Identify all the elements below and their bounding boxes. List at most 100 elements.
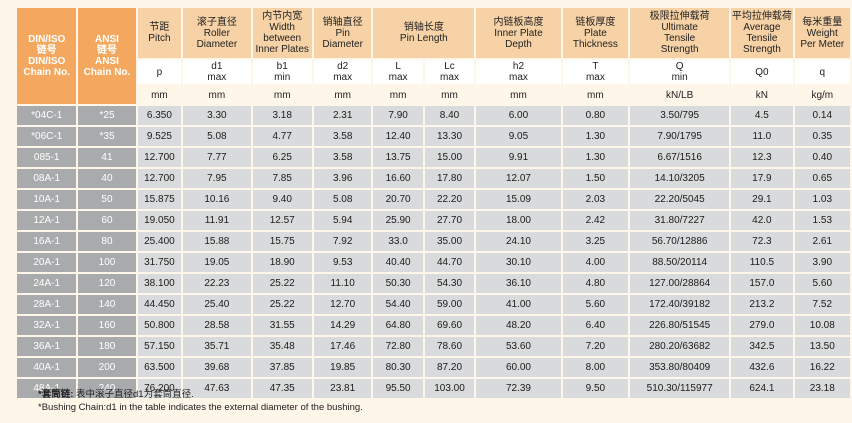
value-cell: 19.050 <box>137 211 182 230</box>
value-cell: 7.90 <box>373 106 423 125</box>
value-cell: 13.50 <box>794 337 850 356</box>
value-cell: 25.22 <box>252 295 312 314</box>
value-cell: 4.80 <box>562 274 629 293</box>
value-cell: 35.00 <box>424 232 475 251</box>
value-cell: 42.0 <box>731 211 793 230</box>
value-cell: 15.09 <box>476 190 561 209</box>
chain-no-cell: 40 <box>78 169 136 188</box>
symbol-cell: T max <box>562 60 629 84</box>
symbol-cell: b1 min <box>252 60 312 84</box>
value-cell: 10.08 <box>794 316 850 335</box>
chain-no-cell: 32A-1 <box>17 316 77 335</box>
value-cell: 25.40 <box>183 295 251 314</box>
value-cell: 22.20 <box>424 190 475 209</box>
value-cell: 1.53 <box>794 211 850 230</box>
value-cell: 25.400 <box>137 232 182 251</box>
value-cell: 172.40/39182 <box>630 295 730 314</box>
value-cell: 7.52 <box>794 295 850 314</box>
value-cell: 7.95 <box>183 169 251 188</box>
symbol-cell: d2 max <box>313 60 372 84</box>
value-cell: 19.05 <box>183 253 251 272</box>
value-cell: 624.1 <box>731 379 793 398</box>
value-cell: 342.5 <box>731 337 793 356</box>
chain-no-cell: 120 <box>78 274 136 293</box>
value-cell: 432.6 <box>731 358 793 377</box>
value-cell: 5.60 <box>794 274 850 293</box>
table-row: 28A-1 140 44.450 25.40 25.22 12.70 54.40 59.00 4… <box>17 295 850 314</box>
value-cell: 80.30 <box>373 358 423 377</box>
value-cell: 3.18 <box>252 106 312 125</box>
value-cell: 63.500 <box>137 358 182 377</box>
value-cell: 16.22 <box>794 358 850 377</box>
value-cell: 12.700 <box>137 148 182 167</box>
value-cell: 0.65 <box>794 169 850 188</box>
value-cell: 87.20 <box>424 358 475 377</box>
value-cell: 59.00 <box>424 295 475 314</box>
value-cell: 50.800 <box>137 316 182 335</box>
value-cell: 3.50/795 <box>630 106 730 125</box>
symbol-cell: Lc max <box>424 60 475 84</box>
value-cell: 44.70 <box>424 253 475 272</box>
header-inner-plate-depth: 内链板高度 Inner Plate Depth <box>476 8 561 58</box>
unit-cell: mm <box>562 86 629 104</box>
value-cell: 50.30 <box>373 274 423 293</box>
value-cell: 12.700 <box>137 169 182 188</box>
value-cell: 53.60 <box>476 337 561 356</box>
value-cell: 0.35 <box>794 127 850 146</box>
value-cell: 7.92 <box>313 232 372 251</box>
value-cell: 280.20/63682 <box>630 337 730 356</box>
value-cell: 64.80 <box>373 316 423 335</box>
header-row: DIN/ISO 链号 DIN/ISO Chain No. ANSI 链号 ANSI… <box>17 8 850 104</box>
unit-cell: mm <box>424 86 475 104</box>
footnote-cn: *套筒链: 表中滚子直径d1为套筒直径. <box>38 388 363 401</box>
chain-no-cell: *04C-1 <box>17 106 77 125</box>
chain-no-cell: 240 <box>78 379 136 398</box>
value-cell: 20.70 <box>373 190 423 209</box>
header-plate-thickness: 链板厚度 Plate Thickness <box>562 8 629 58</box>
value-cell: 17.80 <box>424 169 475 188</box>
value-cell: 0.80 <box>562 106 629 125</box>
value-cell: 33.0 <box>373 232 423 251</box>
value-cell: 12.3 <box>731 148 793 167</box>
header-weight-per-meter: 每米重量 Weight Per Meter <box>794 8 850 58</box>
value-cell: 2.61 <box>794 232 850 251</box>
value-cell: 12.70 <box>313 295 372 314</box>
value-cell: 7.85 <box>252 169 312 188</box>
value-cell: 17.9 <box>731 169 793 188</box>
value-cell: 38.100 <box>137 274 182 293</box>
value-cell: 3.58 <box>313 127 372 146</box>
value-cell: 88.50/20114 <box>630 253 730 272</box>
value-cell: 4.00 <box>562 253 629 272</box>
value-cell: 15.875 <box>137 190 182 209</box>
value-cell: 6.25 <box>252 148 312 167</box>
symbol-cell: p <box>137 60 182 84</box>
header-inner-width: 内节内宽 Width between Inner Plates <box>252 8 312 58</box>
value-cell: 69.60 <box>424 316 475 335</box>
chain-no-cell: 41 <box>78 148 136 167</box>
chain-no-cell: 48A-1 <box>17 379 77 398</box>
table-row: 36A-1 180 57.150 35.71 35.48 17.46 72.80 78.60 5… <box>17 337 850 356</box>
chain-no-cell: *35 <box>78 127 136 146</box>
value-cell: 6.350 <box>137 106 182 125</box>
value-cell: 95.50 <box>373 379 423 398</box>
value-cell: 78.60 <box>424 337 475 356</box>
value-cell: 35.71 <box>183 337 251 356</box>
value-cell: 28.58 <box>183 316 251 335</box>
value-cell: 9.525 <box>137 127 182 146</box>
footnote-en: *Bushing Chain:d1 in the table indicates… <box>38 402 363 413</box>
value-cell: 4.77 <box>252 127 312 146</box>
value-cell: 40.40 <box>373 253 423 272</box>
table-row: 08A-1 40 12.700 7.95 7.85 3.96 16.60 17.80 12.07… <box>17 169 850 188</box>
value-cell: 1.03 <box>794 190 850 209</box>
value-cell: 15.00 <box>424 148 475 167</box>
value-cell: 72.3 <box>731 232 793 251</box>
footnote-cn-text: 表中滚子直径d1为套筒直径. <box>76 389 194 400</box>
value-cell: 226.80/51545 <box>630 316 730 335</box>
header-chain-no-din: DIN/ISO 链号 DIN/ISO Chain No. <box>17 8 77 104</box>
value-cell: 25.22 <box>252 274 312 293</box>
value-cell: 3.30 <box>183 106 251 125</box>
value-cell: 13.30 <box>424 127 475 146</box>
footnote-cn-label: *套筒链: <box>38 389 74 400</box>
chain-no-cell: *06C-1 <box>17 127 77 146</box>
